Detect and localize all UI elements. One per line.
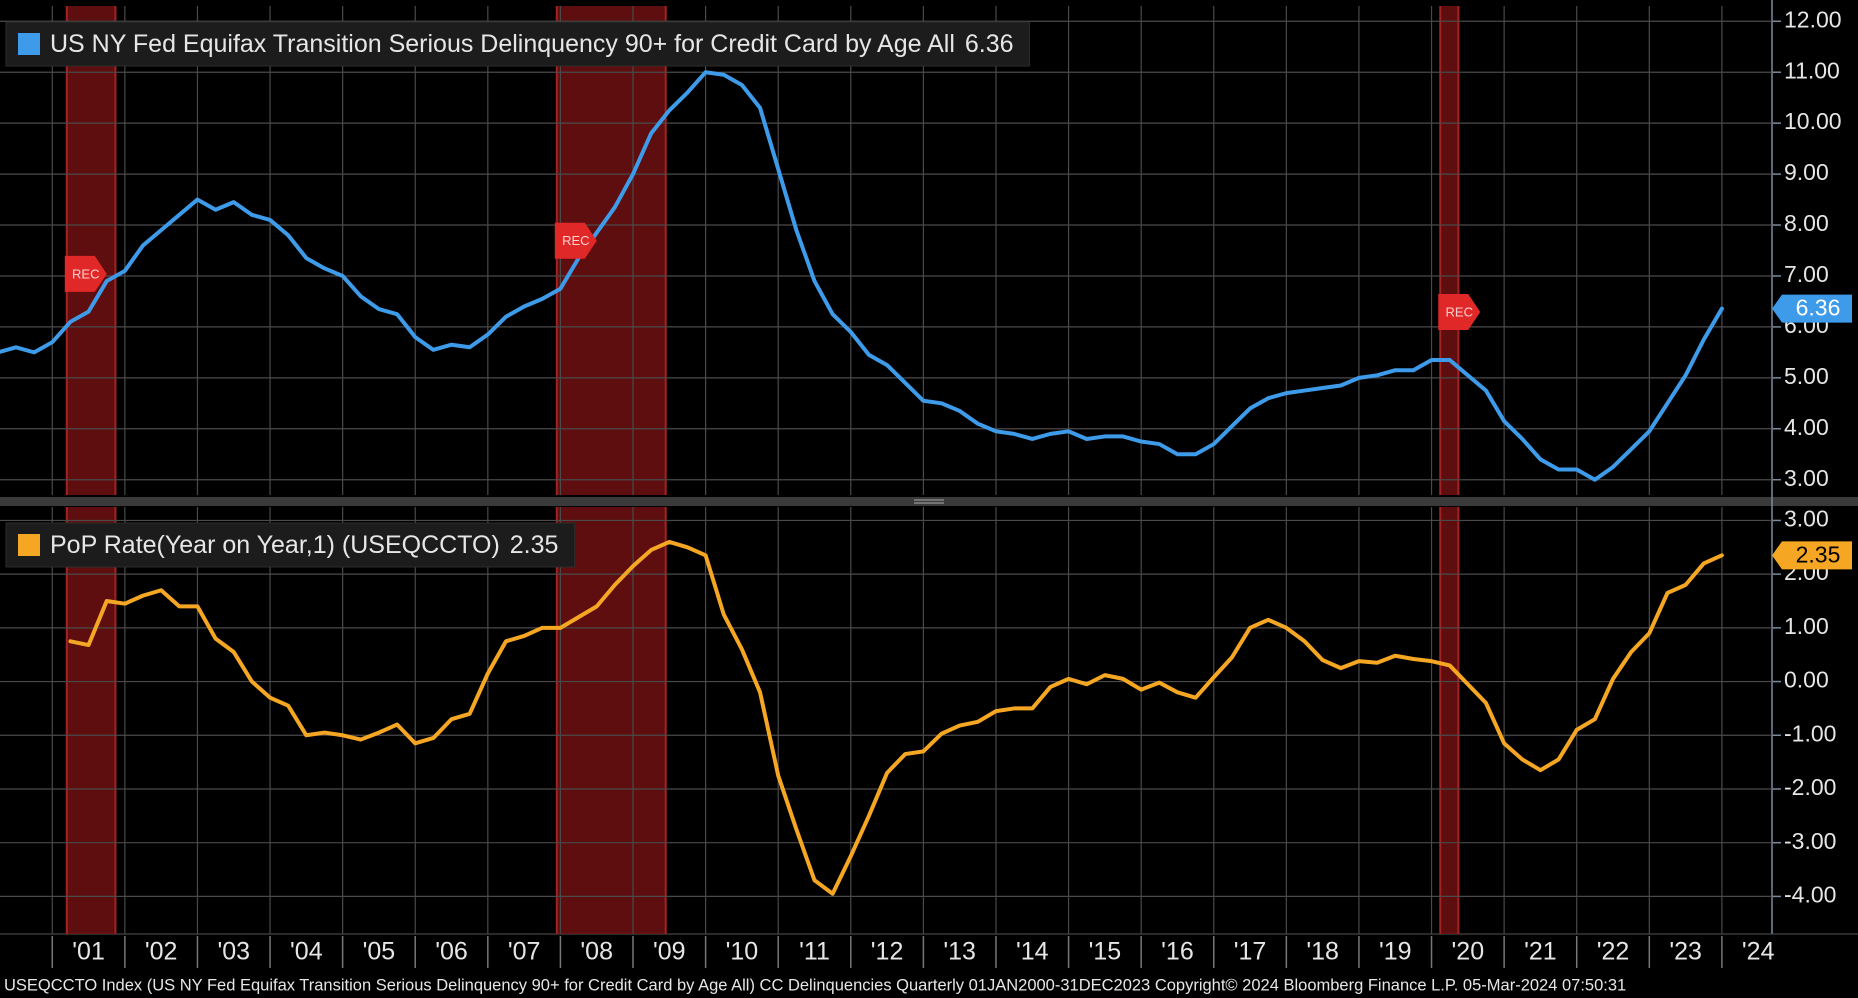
x-tick-label: '20 [1452,938,1485,966]
recession-flag-shape [1438,294,1481,331]
x-tick-label: '24 [1742,938,1775,966]
y-tick-label: 11.00 [1784,57,1840,83]
legend-label: PoP Rate(Year on Year,1) (USEQCCTO) 2.35 [50,531,558,559]
x-tick-label: '07 [508,938,541,966]
x-tick-label: '18 [1306,938,1339,966]
x-tick-label: '19 [1379,938,1412,966]
recession-band [1440,6,1459,495]
recession-flag: REC [64,255,107,292]
x-tick-label: '01 [72,938,105,966]
plot-area [0,507,1772,934]
y-tick-label: -3.00 [1784,828,1836,854]
y-tick-label: -4.00 [1784,881,1836,907]
last-value-tag-bg [1772,541,1852,570]
legend-value: 2.35 [510,531,559,559]
last-value-tag: 6.36 [1772,294,1852,323]
x-tick-label: '12 [871,938,904,966]
y-tick-label: 4.00 [1784,414,1829,440]
recession-flag-label: REC [72,266,99,281]
y-tick-label: 7.00 [1784,261,1829,287]
x-tick-label: '05 [363,938,396,966]
x-tick-label: '09 [653,938,686,966]
x-tick-label: '21 [1524,938,1557,966]
legend-name: PoP Rate(Year on Year,1) (USEQCCTO) [50,531,500,559]
y-tick-label: 0.00 [1784,667,1829,693]
y-tick-label: -1.00 [1784,720,1836,746]
last-value-tag-bg [1772,294,1852,323]
x-tick-label: '23 [1669,938,1702,966]
legend: PoP Rate(Year on Year,1) (USEQCCTO) 2.35 [5,522,575,568]
x-tick-label: '16 [1161,938,1194,966]
legend: US NY Fed Equifax Transition Serious Del… [5,21,1031,67]
x-tick-label: '17 [1234,938,1267,966]
recession-flag: REC [554,222,597,259]
x-tick-label: '04 [290,938,323,966]
y-tick-label: -2.00 [1784,774,1836,800]
last-value-tag-label: 6.36 [1796,295,1841,321]
recession-flag-shape [64,255,107,292]
y-tick-label: 9.00 [1784,159,1829,185]
series-line [0,70,1724,482]
y-tick-label: 3.00 [1784,465,1829,491]
series-line [68,539,1724,896]
legend-bg [5,522,575,568]
x-tick-label: '08 [580,938,613,966]
x-tick-label: '10 [726,938,759,966]
legend-swatch [18,534,40,556]
y-tick-label: 10.00 [1784,108,1842,134]
x-tick-label: '11 [799,938,830,966]
x-tick-label: '03 [217,938,250,966]
legend-name: US NY Fed Equifax Transition Serious Del… [50,30,955,58]
x-tick-label: '13 [943,938,976,966]
recession-flag-shape [554,222,597,259]
recession-band [556,507,666,934]
legend-value: 6.36 [965,30,1014,58]
recession-flag-label: REC [562,233,589,248]
recession-flag: REC [1438,294,1481,331]
last-value-tag: 2.35 [1772,541,1852,570]
y-tick-label: 8.00 [1784,210,1829,236]
recession-band [66,507,116,934]
x-tick-label: '22 [1597,938,1630,966]
legend-label: US NY Fed Equifax Transition Serious Del… [50,30,1014,58]
x-tick-label: '15 [1089,938,1122,966]
footer: USEQCCTO Index (US NY Fed Equifax Transi… [4,976,1626,994]
recession-band [1440,507,1459,934]
x-tick-label: '14 [1016,938,1049,966]
y-tick-label: 1.00 [1784,613,1829,639]
x-tick-label: '06 [435,938,468,966]
legend-bg [5,21,1031,67]
recession-band [66,6,116,495]
x-tick-label: '02 [145,938,178,966]
y-tick-label: 5.00 [1784,363,1829,389]
panel-divider [0,497,1858,506]
recession-flag-label: REC [1446,304,1473,319]
last-value-tag-label: 2.35 [1796,541,1841,567]
y-tick-label: 3.00 [1784,506,1829,532]
y-tick-label: 12.00 [1784,6,1842,32]
legend-swatch [18,33,40,55]
